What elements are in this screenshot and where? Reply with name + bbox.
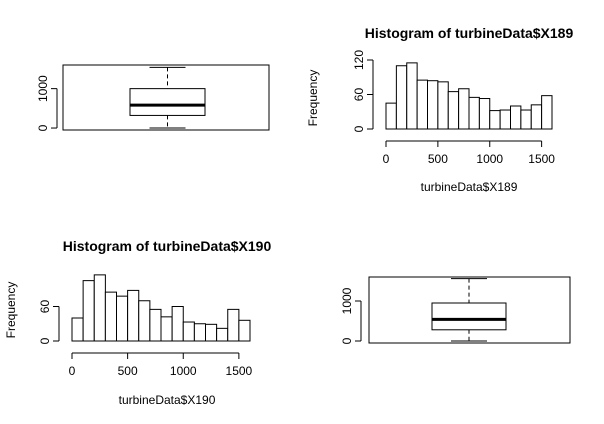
x-tick-label: 500 [428,152,448,166]
histogram-bar [447,91,460,130]
histogram-bar [82,280,95,342]
y-tick-label: 120 [352,50,366,70]
x-axis-label: turbineData$X190 [119,393,216,407]
histogram-bar [160,316,173,342]
y-axis-label: Frequency [4,282,18,339]
x-tick-label: 1000 [170,364,197,378]
x-tick-label: 0 [383,152,390,166]
histogram-bar [171,306,184,342]
iqr-box [431,302,507,331]
x-tick-label: 1500 [528,152,555,166]
boxplot-top-left: 0 1000 [36,64,270,131]
histogram-bar [489,110,501,130]
histogram-bar [468,96,480,130]
histogram-bar [395,65,408,130]
histogram-bar [530,104,543,130]
histogram-bar [227,308,240,342]
histogram-bar [116,295,129,342]
histogram-bar [104,291,117,342]
histogram-bar [149,308,162,342]
chart-title: Histogram of turbineData$X189 [365,25,574,41]
y-axis-label: Frequency [306,70,320,127]
y-tick-label: 0 [36,124,50,131]
y-tick-label: 0 [38,337,52,344]
histogram-bar [216,327,229,342]
histogram-bar [385,102,397,130]
histogram-bar [427,80,439,130]
y-tick-label: 0 [352,125,366,132]
histogram-bar [541,95,553,130]
histogram-bar [520,109,532,130]
histogram-bar [193,323,206,342]
x-tick-label: 1500 [226,364,253,378]
histogram-bar [437,81,449,130]
histogram-bar [138,300,151,342]
y-tick-label: 1000 [340,287,354,314]
iqr-box [129,88,206,116]
plot-frame [368,276,571,344]
histogram-bar [458,88,470,130]
chart-title: Histogram of turbineData$X190 [63,238,272,254]
histogram-x189: Histogram of turbineData$X189 turbineDat… [306,25,573,194]
histogram-bar [205,323,218,342]
plot-frame [62,64,270,131]
histogram-bar [406,62,418,130]
histogram-bar [416,79,428,130]
x-axis-label: turbineData$X189 [421,180,518,194]
histogram-bar [478,98,491,130]
histogram-x190: Histogram of turbineData$X190 turbineDat… [4,238,271,407]
y-tick-label: 60 [352,88,366,102]
x-tick-label: 1000 [476,152,503,166]
histogram-bar [127,289,140,342]
histogram-bar [510,105,522,130]
x-tick-label: 0 [69,364,76,378]
y-tick-label: 1000 [36,75,50,102]
histogram-bar [182,321,195,342]
x-tick-label: 500 [118,364,138,378]
y-tick-label: 0 [340,337,354,344]
y-tick-label: 60 [38,300,52,314]
boxplot-bottom-right: 0 1000 [340,276,571,344]
histogram-bar [238,319,251,342]
histogram-bar [71,317,84,342]
histogram-bar [93,274,106,342]
histogram-bar [499,109,511,130]
